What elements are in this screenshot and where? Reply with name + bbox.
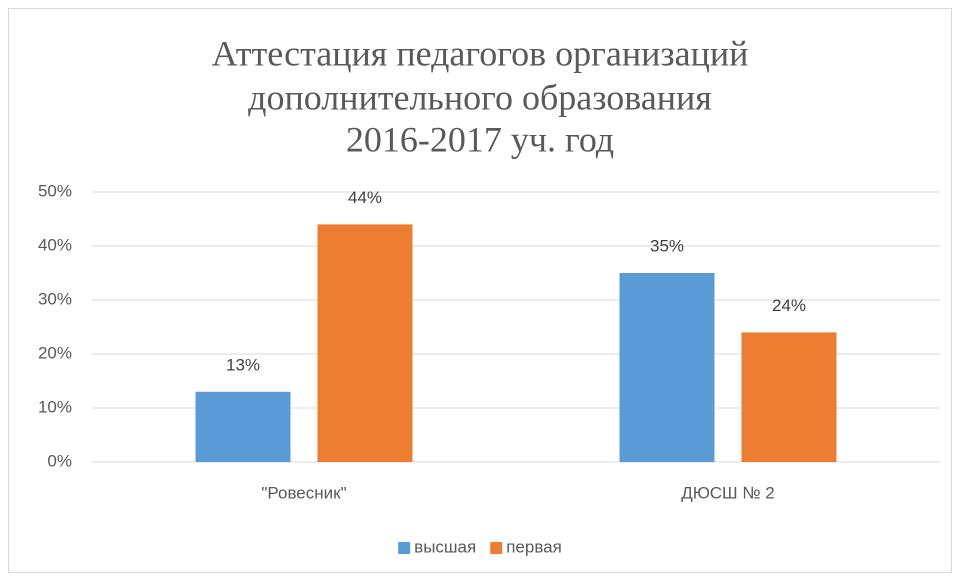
y-tick-label: 40% <box>38 235 72 254</box>
bar <box>741 332 837 462</box>
chart-title: 2016-2017 уч. год <box>346 119 614 159</box>
x-tick-label: ДЮСШ № 2 <box>681 483 775 502</box>
data-label: 44% <box>348 188 382 207</box>
chart-border <box>8 8 952 573</box>
data-label: 35% <box>650 236 684 255</box>
data-label: 24% <box>772 296 806 315</box>
legend-label: высшая <box>414 537 476 556</box>
data-label: 13% <box>226 355 260 374</box>
bar <box>619 273 715 462</box>
x-tick-label: "Ровесник" <box>261 483 346 502</box>
y-tick-label: 10% <box>38 397 72 416</box>
bar <box>195 391 291 462</box>
y-tick-label: 30% <box>38 289 72 308</box>
y-tick-label: 50% <box>38 181 72 200</box>
y-tick-label: 0% <box>47 451 72 470</box>
legend-label: первая <box>506 537 562 556</box>
legend-swatch <box>490 542 503 554</box>
bar <box>317 224 413 462</box>
y-tick-label: 20% <box>38 343 72 362</box>
chart-title: дополнительного образования <box>248 77 712 117</box>
legend-swatch <box>398 542 411 554</box>
chart-title: Аттестация педагогов организаций <box>212 33 749 73</box>
